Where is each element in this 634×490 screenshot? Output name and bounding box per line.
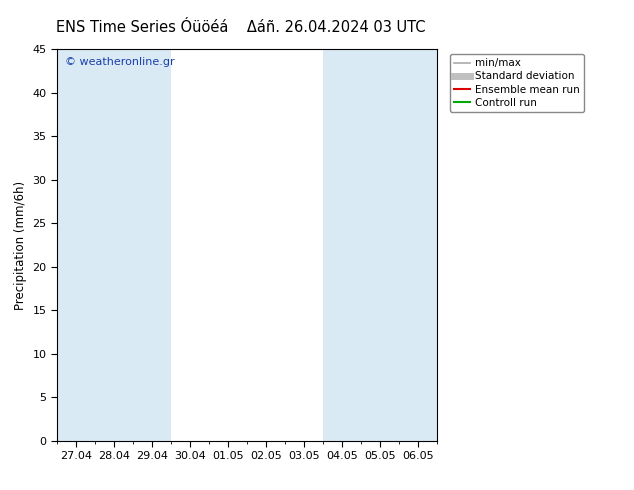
Bar: [323, 49, 361, 441]
Bar: [95, 49, 133, 441]
Text: ENS Time Series Óüöéá    Δáñ. 26.04.2024 03 UTC: ENS Time Series Óüöéá Δáñ. 26.04.2024 03…: [56, 20, 425, 35]
Legend: min/max, Standard deviation, Ensemble mean run, Controll run: min/max, Standard deviation, Ensemble me…: [450, 54, 584, 112]
Bar: [57, 49, 95, 441]
Bar: [133, 49, 171, 441]
Text: © weatheronline.gr: © weatheronline.gr: [65, 57, 174, 67]
Bar: [361, 49, 399, 441]
Y-axis label: Precipitation (mm/6h): Precipitation (mm/6h): [14, 180, 27, 310]
Bar: [399, 49, 437, 441]
